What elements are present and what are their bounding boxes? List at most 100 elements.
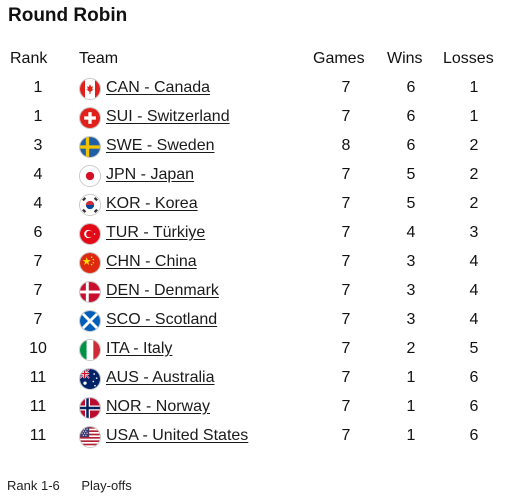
table-row: 7 DEN - Denmark 7 3 4 — [0, 277, 518, 306]
australia-flag-icon — [79, 368, 101, 390]
losses-cell: 1 — [469, 79, 479, 96]
team-link-nor[interactable]: NOR - Norway — [106, 398, 211, 415]
rank-cell: 7 — [33, 311, 43, 328]
games-cell: 7 — [341, 427, 351, 444]
wins-cell: 1 — [406, 398, 416, 415]
legend: Rank 1-6 Play-offs — [7, 478, 132, 493]
wins-cell: 5 — [406, 195, 416, 212]
table-row: 11 USA - United States 7 1 6 — [0, 422, 518, 451]
legend-label: Play-offs — [81, 478, 132, 493]
losses-cell: 6 — [469, 398, 479, 415]
denmark-flag-icon — [79, 281, 101, 303]
losses-cell: 6 — [469, 427, 479, 444]
wins-cell: 1 — [406, 369, 416, 386]
header-rank: Rank — [10, 50, 48, 67]
rank-cell: 6 — [33, 224, 43, 241]
table-title: Round Robin — [8, 5, 128, 26]
rank-cell: 11 — [29, 427, 47, 444]
games-cell: 8 — [341, 137, 351, 154]
rank-cell: 10 — [29, 340, 47, 357]
rank-cell: 1 — [33, 108, 43, 125]
turkiye-flag-icon — [79, 223, 101, 245]
games-cell: 7 — [341, 369, 351, 386]
losses-cell: 4 — [469, 311, 479, 328]
team-link-kor[interactable]: KOR - Korea — [106, 195, 198, 212]
table-row: 1 CAN - Canada 7 6 1 — [0, 74, 518, 103]
wins-cell: 1 — [406, 427, 416, 444]
table-row: 10 ITA - Italy 7 2 5 — [0, 335, 518, 364]
legend-rank-range: Rank 1-6 — [7, 478, 60, 493]
games-cell: 7 — [341, 166, 351, 183]
italy-flag-icon — [79, 339, 101, 361]
games-cell: 7 — [341, 282, 351, 299]
table-row: 6 TUR - Türkiye 7 4 3 — [0, 219, 518, 248]
team-link-ita[interactable]: ITA - Italy — [106, 340, 173, 357]
team-link-aus[interactable]: AUS - Australia — [106, 369, 215, 386]
usa-flag-icon — [79, 426, 101, 448]
losses-cell: 1 — [469, 108, 479, 125]
canada-flag-icon — [79, 78, 101, 100]
sweden-flag-icon — [79, 136, 101, 158]
header-wins: Wins — [387, 50, 423, 67]
rank-cell: 4 — [33, 195, 43, 212]
team-link-tur[interactable]: TUR - Türkiye — [106, 224, 206, 241]
games-cell: 7 — [341, 340, 351, 357]
team-link-den[interactable]: DEN - Denmark — [106, 282, 219, 299]
team-link-jpn[interactable]: JPN - Japan — [106, 166, 195, 183]
losses-cell: 2 — [469, 137, 479, 154]
scotland-flag-icon — [79, 310, 101, 332]
rank-cell: 7 — [33, 282, 43, 299]
wins-cell: 6 — [406, 79, 416, 96]
rank-cell: 11 — [29, 398, 47, 415]
rank-cell: 4 — [33, 166, 43, 183]
rank-cell: 1 — [33, 79, 43, 96]
wins-cell: 6 — [406, 137, 416, 154]
wins-cell: 5 — [406, 166, 416, 183]
team-link-usa[interactable]: USA - United States — [106, 427, 249, 444]
table-row: 4 KOR - Korea 7 5 2 — [0, 190, 518, 219]
wins-cell: 3 — [406, 311, 416, 328]
table-row: 1 SUI - Switzerland 7 6 1 — [0, 103, 518, 132]
games-cell: 7 — [341, 224, 351, 241]
table-row: 11 AUS - Australia 7 1 6 — [0, 364, 518, 393]
norway-flag-icon — [79, 397, 101, 419]
team-link-can[interactable]: CAN - Canada — [106, 79, 211, 96]
team-link-chn[interactable]: CHN - China — [106, 253, 197, 270]
table-row: 11 NOR - Norway 7 1 6 — [0, 393, 518, 422]
losses-cell: 2 — [469, 166, 479, 183]
losses-cell: 6 — [469, 369, 479, 386]
wins-cell: 2 — [406, 340, 416, 357]
rank-cell: 7 — [33, 253, 43, 270]
table-row: 4 JPN - Japan 7 5 2 — [0, 161, 518, 190]
games-cell: 7 — [341, 108, 351, 125]
table-row: 7 SCO - Scotland 7 3 4 — [0, 306, 518, 335]
header-games: Games — [313, 50, 365, 67]
team-link-sco[interactable]: SCO - Scotland — [106, 311, 218, 328]
header-losses: Losses — [443, 50, 494, 67]
header-team: Team — [79, 50, 119, 67]
games-cell: 7 — [341, 79, 351, 96]
rank-cell: 3 — [33, 137, 43, 154]
table-row: 3 SWE - Sweden 8 6 2 — [0, 132, 518, 161]
losses-cell: 3 — [469, 224, 479, 241]
team-link-sui[interactable]: SUI - Switzerland — [106, 108, 230, 125]
losses-cell: 4 — [469, 282, 479, 299]
wins-cell: 6 — [406, 108, 416, 125]
games-cell: 7 — [341, 311, 351, 328]
wins-cell: 3 — [406, 282, 416, 299]
games-cell: 7 — [341, 398, 351, 415]
games-cell: 7 — [341, 253, 351, 270]
losses-cell: 4 — [469, 253, 479, 270]
switzerland-flag-icon — [79, 107, 101, 129]
team-link-swe[interactable]: SWE - Sweden — [106, 137, 215, 154]
korea-flag-icon — [79, 194, 101, 216]
table-row: 7 CHN - China 7 3 4 — [0, 248, 518, 277]
wins-cell: 3 — [406, 253, 416, 270]
losses-cell: 5 — [469, 340, 479, 357]
wins-cell: 4 — [406, 224, 416, 241]
china-flag-icon — [79, 252, 101, 274]
losses-cell: 2 — [469, 195, 479, 212]
rank-cell: 11 — [29, 369, 47, 386]
games-cell: 7 — [341, 195, 351, 212]
japan-flag-icon — [79, 165, 101, 187]
